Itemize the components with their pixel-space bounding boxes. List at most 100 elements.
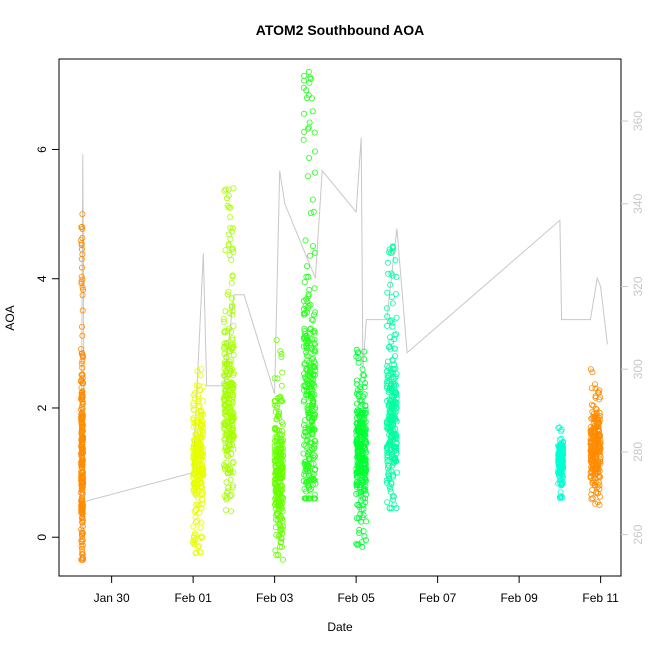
- data-point: [224, 418, 231, 425]
- data-point: [222, 367, 229, 374]
- data-point: [301, 128, 308, 135]
- data-point: [303, 263, 310, 270]
- y-tick-label: 4: [35, 275, 49, 282]
- data-point: [224, 488, 231, 495]
- data-point: [356, 526, 363, 533]
- data-point: [393, 331, 400, 338]
- data-point: [196, 445, 203, 452]
- data-point: [279, 445, 286, 452]
- data-point: [389, 411, 396, 418]
- data-point: [307, 447, 314, 454]
- data-point: [303, 296, 310, 303]
- data-point: [228, 402, 235, 409]
- data-point: [386, 505, 393, 512]
- data-point: [273, 415, 280, 422]
- data-point: [79, 364, 86, 371]
- data-point: [386, 414, 393, 421]
- data-point: [307, 209, 314, 216]
- data-point: [387, 429, 394, 436]
- data-point: [303, 463, 310, 470]
- data-point: [229, 482, 236, 489]
- data-point: [309, 108, 316, 115]
- data-point: [311, 311, 318, 318]
- data-point: [198, 434, 205, 441]
- data-point: [229, 344, 236, 351]
- data-point: [389, 379, 396, 386]
- data-point: [355, 355, 362, 362]
- data-point: [306, 426, 313, 433]
- data-point: [198, 436, 205, 443]
- data-point: [278, 397, 285, 404]
- data-point: [80, 286, 87, 293]
- data-point: [390, 456, 397, 463]
- data-point: [198, 472, 205, 479]
- data-point: [301, 459, 308, 466]
- data-point: [199, 453, 206, 460]
- data-point: [384, 362, 391, 369]
- data-point: [225, 469, 232, 476]
- data-point: [191, 438, 198, 445]
- data-point: [229, 460, 236, 467]
- data-point: [311, 129, 318, 136]
- data-point: [224, 466, 231, 473]
- data-point: [303, 391, 310, 398]
- data-point: [592, 500, 599, 507]
- data-point: [279, 369, 286, 376]
- data-point: [303, 352, 310, 359]
- data-point: [362, 402, 369, 409]
- data-point: [229, 337, 236, 344]
- data-point: [592, 422, 599, 429]
- data-point: [196, 501, 203, 508]
- data-point: [222, 402, 229, 409]
- data-point: [303, 333, 310, 340]
- data-point: [279, 556, 286, 563]
- data-point: [200, 424, 207, 431]
- data-point: [79, 352, 86, 359]
- data-point: [221, 187, 228, 194]
- data-point: [230, 433, 237, 440]
- data-point: [222, 186, 229, 193]
- data-point: [190, 523, 197, 530]
- data-point: [304, 125, 311, 132]
- data-point: [389, 357, 396, 364]
- data-point: [596, 387, 603, 394]
- data-point: [559, 480, 566, 487]
- data-point: [79, 483, 86, 490]
- data-point: [78, 237, 85, 244]
- data-point: [388, 385, 395, 392]
- data-point: [79, 307, 86, 314]
- data-point: [200, 383, 207, 390]
- point-group-4: [271, 337, 287, 563]
- data-point: [301, 441, 308, 448]
- point-group-3: [220, 185, 237, 515]
- data-point: [229, 399, 236, 406]
- data-point: [191, 460, 198, 467]
- data-point: [277, 474, 284, 481]
- data-point: [588, 496, 595, 503]
- data-point: [593, 490, 600, 497]
- data-point: [271, 397, 278, 404]
- data-point: [556, 494, 563, 501]
- data-point: [558, 452, 565, 459]
- data-point: [558, 440, 565, 447]
- data-point: [78, 471, 85, 478]
- data-point: [221, 411, 228, 418]
- data-point: [192, 507, 199, 514]
- data-point: [275, 449, 282, 456]
- data-point: [388, 505, 395, 512]
- data-point: [361, 485, 368, 492]
- data-point: [311, 341, 318, 348]
- data-point: [272, 434, 279, 441]
- data-point: [79, 323, 86, 330]
- data-point: [78, 255, 85, 262]
- data-point: [78, 543, 85, 550]
- data-point: [230, 351, 237, 358]
- y2-tick-label: 280: [631, 442, 645, 462]
- data-point: [227, 224, 234, 231]
- data-point: [79, 519, 86, 526]
- data-point: [222, 506, 229, 513]
- data-point: [593, 449, 600, 456]
- data-point: [223, 195, 230, 202]
- data-point: [79, 427, 86, 434]
